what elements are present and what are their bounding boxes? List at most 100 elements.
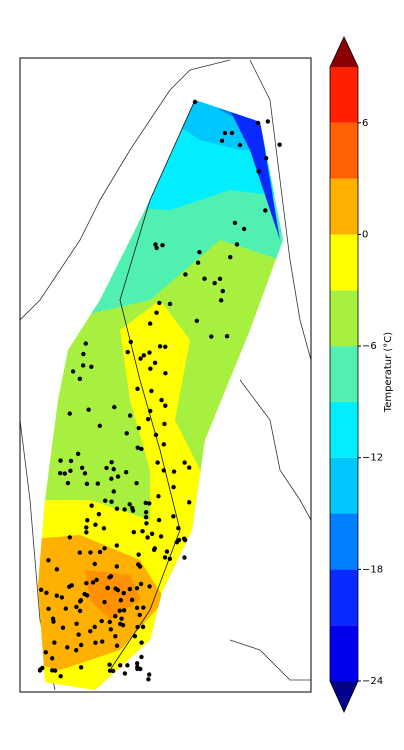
station: [46, 606, 51, 612]
colorbar-extend-max: [330, 37, 358, 67]
station: [88, 628, 93, 634]
station: [101, 526, 107, 531]
station: [220, 288, 226, 294]
station: [89, 364, 94, 369]
station: [141, 605, 146, 610]
station: [138, 581, 144, 587]
station: [38, 587, 44, 592]
station: [97, 423, 102, 428]
station: [137, 612, 142, 618]
station: [162, 555, 168, 560]
station: [171, 514, 176, 519]
colorbar-tick-label: −12: [362, 453, 383, 464]
station: [127, 586, 133, 592]
station: [139, 654, 144, 660]
colorbar-extend-min: [330, 681, 358, 712]
station: [155, 460, 160, 465]
station: [167, 301, 173, 307]
station: [65, 645, 70, 650]
station: [77, 608, 83, 614]
station: [49, 668, 55, 673]
station: [182, 555, 187, 560]
station: [68, 458, 74, 464]
station: [154, 245, 159, 251]
station: [143, 509, 149, 515]
station: [241, 226, 247, 232]
colorbar-band: [330, 401, 358, 458]
station: [157, 344, 163, 349]
station: [153, 242, 158, 247]
station: [65, 480, 71, 486]
station: [113, 634, 118, 639]
station: [105, 585, 111, 590]
station: [102, 546, 107, 551]
stations: [37, 99, 282, 682]
station: [153, 432, 159, 438]
station: [82, 471, 88, 476]
station: [121, 608, 127, 613]
station: [182, 460, 187, 465]
colorbar-tick-label: −24: [362, 676, 383, 687]
station: [90, 580, 96, 585]
station: [84, 481, 90, 487]
colorbar-band: [330, 67, 358, 123]
station: [70, 369, 76, 374]
station: [119, 616, 124, 621]
map-area: [20, 59, 311, 691]
station: [145, 416, 151, 422]
colorbar-band: [330, 178, 358, 235]
station: [89, 503, 94, 508]
station: [82, 591, 87, 597]
station: [99, 618, 104, 624]
station: [122, 507, 127, 512]
station: [219, 138, 225, 143]
station: [194, 318, 199, 324]
station: [163, 403, 168, 408]
station: [125, 349, 130, 355]
station: [143, 500, 148, 506]
station: [113, 613, 118, 619]
colorbar-label: Temperatur (°C): [383, 332, 394, 413]
station: [124, 431, 129, 436]
station: [128, 339, 133, 345]
station: [256, 169, 261, 174]
station: [130, 505, 135, 511]
station: [107, 668, 113, 673]
station: [60, 625, 66, 630]
station: [143, 515, 149, 520]
station: [148, 408, 153, 414]
colorbar-band: [330, 346, 358, 402]
station: [114, 643, 120, 648]
station: [109, 476, 114, 481]
station: [149, 388, 154, 394]
station: [217, 276, 223, 282]
colorbar-tick-label: −18: [362, 564, 383, 575]
station: [114, 564, 119, 569]
station: [79, 465, 85, 471]
station: [134, 605, 140, 610]
station: [50, 616, 56, 621]
station: [83, 341, 89, 346]
station: [57, 470, 63, 476]
station: [46, 557, 51, 563]
station: [181, 536, 187, 541]
station: [146, 677, 151, 682]
station: [145, 535, 150, 540]
colorbar-band: [330, 122, 358, 179]
station: [84, 525, 89, 530]
station: [117, 608, 122, 613]
station: [95, 481, 101, 486]
station: [114, 506, 120, 511]
station: [167, 556, 173, 562]
station: [44, 590, 49, 596]
station: [154, 310, 159, 315]
map-frame: [19, 57, 312, 693]
station: [159, 397, 164, 403]
station: [171, 469, 177, 474]
station: [58, 458, 63, 463]
station: [135, 445, 140, 450]
station: [122, 671, 128, 676]
station: [74, 648, 79, 653]
station: [157, 300, 162, 306]
station: [129, 597, 135, 603]
